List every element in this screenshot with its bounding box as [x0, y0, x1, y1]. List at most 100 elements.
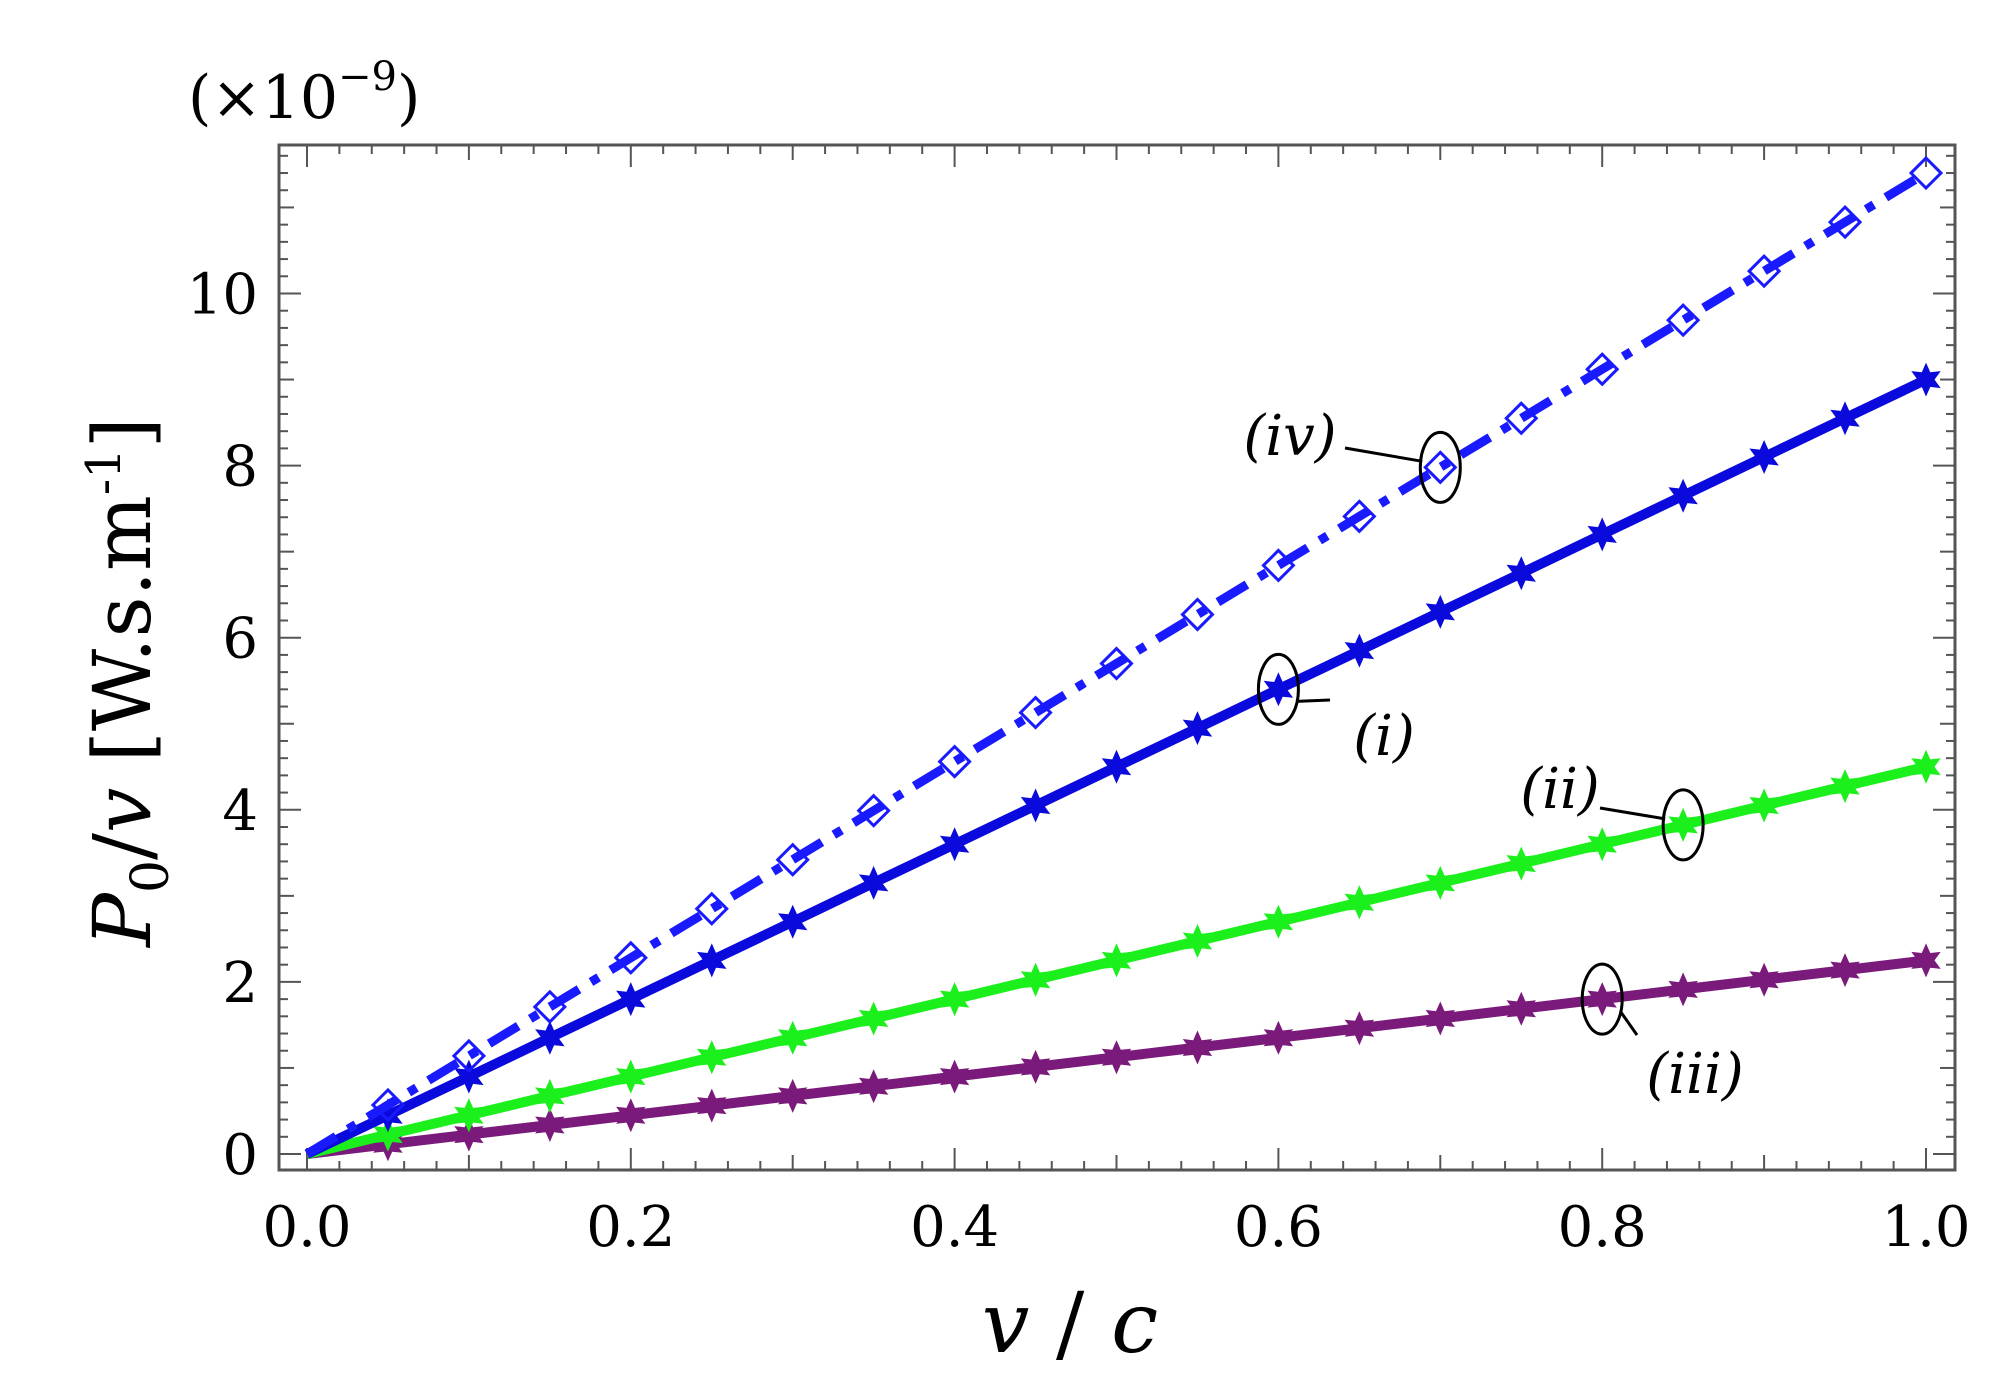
y-axis-title: P0/v [W.s.m-1]: [76, 417, 181, 949]
data-point: [1749, 962, 1779, 997]
annotation-ellipse: [1580, 962, 1624, 1036]
annotation-layer: (iv) (i) (ii) (iii): [1243, 404, 1743, 1107]
x-axis-title-c: c: [1111, 1274, 1158, 1372]
data-point: [778, 1078, 808, 1113]
data-point: [939, 1059, 970, 1094]
data-point: [454, 1117, 484, 1152]
x-axis-title: v / c: [982, 1274, 1158, 1372]
annotation-leader: [1344, 446, 1423, 463]
data-point: [775, 842, 810, 877]
data-point: [1020, 1049, 1051, 1084]
data-point: [454, 1098, 484, 1133]
scale-note-close: ): [397, 63, 420, 133]
data-point: [1506, 846, 1536, 881]
y-axis-title-sub: 0: [121, 860, 181, 893]
data-point: [1504, 401, 1539, 436]
data-point: [1261, 548, 1296, 583]
data-point: [616, 1098, 646, 1133]
y-scale-note: (×10−9): [188, 54, 420, 133]
data-point: [1263, 1020, 1294, 1055]
data-point: [778, 904, 808, 939]
annotation-leader: [1599, 806, 1666, 821]
y-tick-label: 4: [222, 779, 258, 844]
data-point: [1101, 749, 1132, 784]
y-axis-title-p: P: [76, 892, 169, 949]
data-point: [535, 1020, 565, 1055]
data-point: [1099, 646, 1134, 681]
data-point: [454, 1059, 484, 1094]
scale-note-exponent: −9: [338, 54, 397, 100]
y-tick-label: 8: [222, 435, 258, 500]
data-point: [778, 1020, 808, 1055]
annotation-label: (ii): [1520, 757, 1600, 822]
data-point: [856, 793, 891, 828]
annotation-iv: (iv): [1243, 404, 1462, 504]
data-point: [1101, 943, 1132, 978]
data-point: [535, 1108, 565, 1142]
y-axis-title-v: v: [76, 788, 169, 833]
data-point: [1506, 556, 1536, 591]
y-axis-title-sup: -1: [76, 448, 132, 495]
data-point: [616, 1059, 646, 1094]
data-point: [1182, 1030, 1213, 1065]
data-point: [1585, 352, 1620, 387]
series-line: [304, 169, 1929, 1158]
x-tick-label: 0.6: [1234, 1195, 1323, 1260]
data-point: [613, 940, 648, 975]
x-tick-label: 0.8: [1558, 1195, 1647, 1260]
data-point: [616, 982, 646, 1017]
x-tick-label: 0.0: [262, 1195, 351, 1260]
data-point: [1101, 1040, 1132, 1075]
data-point: [1180, 597, 1215, 632]
x-axis-title-slash: /: [1029, 1274, 1111, 1372]
data-point: [1423, 450, 1458, 485]
y-tick-label: 10: [187, 263, 258, 328]
data-point: [939, 827, 970, 862]
x-axis-title-v: v: [982, 1274, 1029, 1372]
data-point: [694, 891, 729, 926]
series-layer: [304, 155, 1944, 1162]
y-tick-label: 6: [222, 607, 258, 672]
annotation-ellipse: [1256, 652, 1300, 726]
data-point: [1911, 362, 1941, 397]
x-tick-label: 0.4: [910, 1195, 999, 1260]
data-point: [1182, 711, 1213, 746]
data-point: [1587, 982, 1617, 1017]
annotation-iii: (iii): [1580, 962, 1744, 1107]
series-iii: [306, 943, 1941, 1162]
data-point: [1827, 204, 1863, 240]
data-point: [1908, 155, 1944, 191]
annotation-leader: [1296, 698, 1331, 703]
data-point: [937, 744, 972, 779]
data-point: [1344, 885, 1375, 920]
svg-text:P0/v [W.s.m-1]: P0/v [W.s.m-1]: [76, 417, 181, 949]
data-point: [1425, 865, 1455, 900]
data-point: [1344, 633, 1375, 668]
data-point: [858, 865, 889, 900]
data-point: [1020, 962, 1051, 997]
data-point: [697, 1088, 727, 1123]
data-point: [1668, 807, 1698, 842]
annotation-label: (iii): [1646, 1042, 1743, 1107]
annotation-label: (iv): [1243, 404, 1336, 469]
data-point: [1746, 254, 1782, 289]
data-point: [858, 1001, 889, 1036]
data-point: [1830, 401, 1860, 436]
data-point: [1668, 972, 1698, 1007]
data-point: [1425, 594, 1455, 629]
series-iv: [304, 155, 1944, 1158]
data-point: [697, 1040, 727, 1075]
y-axis-title-slash: /: [76, 833, 169, 860]
data-point: [858, 1069, 889, 1104]
annotation-ii: (ii): [1520, 757, 1705, 862]
data-point: [1342, 499, 1377, 534]
y-tick-label: 0: [222, 1123, 258, 1188]
annotation-label: (i): [1353, 704, 1415, 769]
y-axis-title-close: ]: [76, 417, 169, 448]
data-point: [1911, 943, 1941, 978]
y-tick-label: 2: [222, 951, 258, 1016]
data-point: [1425, 1001, 1455, 1036]
annotation-ellipse: [1661, 788, 1705, 862]
data-point: [1749, 788, 1779, 823]
data-point: [1911, 749, 1941, 784]
